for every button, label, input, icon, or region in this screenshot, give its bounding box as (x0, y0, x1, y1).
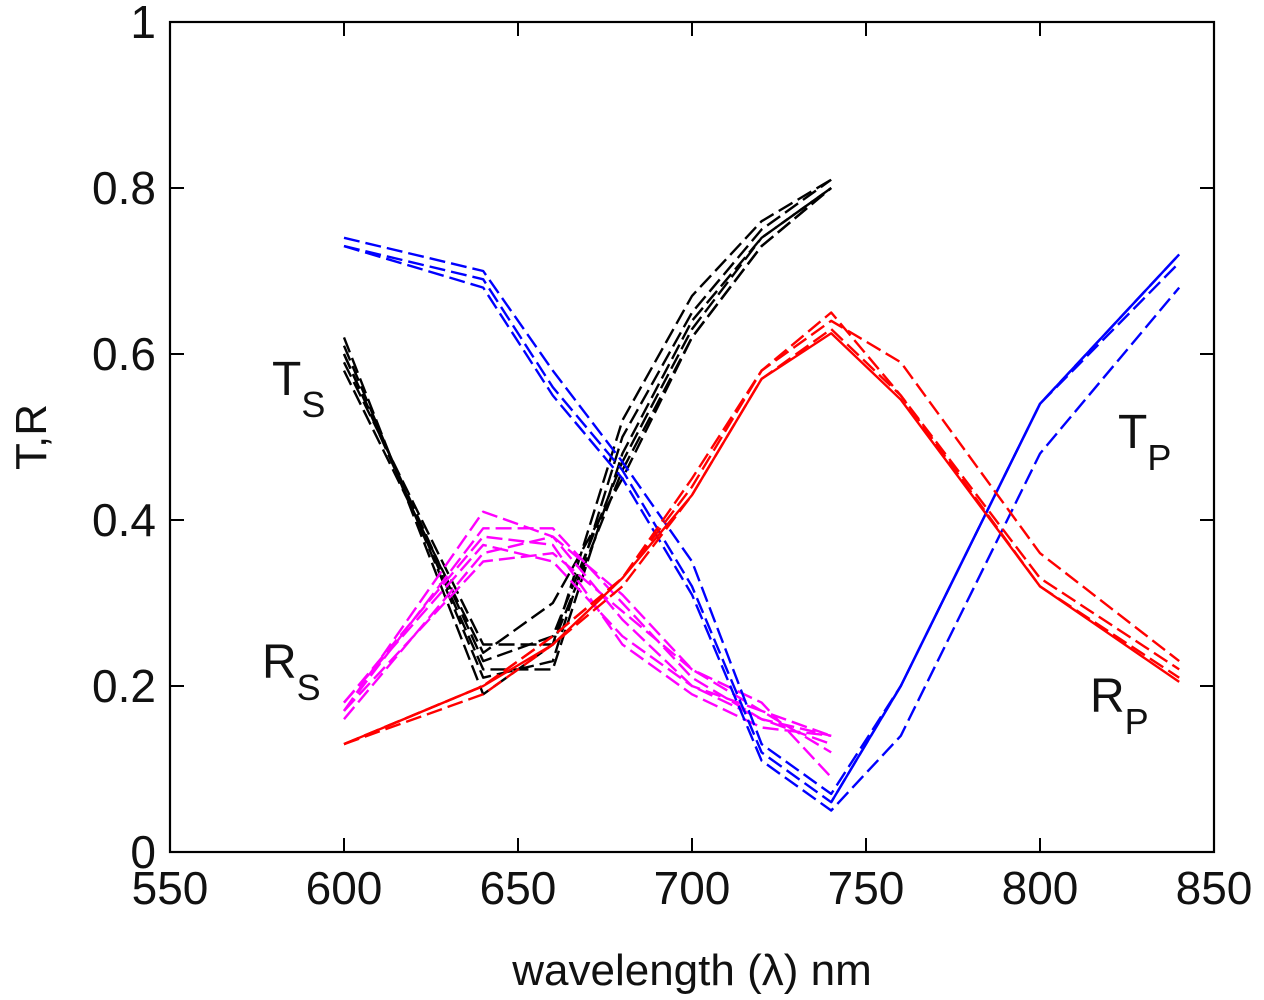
series-line-ts-2 (342, 178, 832, 679)
y-tick-label: 0.2 (92, 660, 156, 712)
series-line-rs-2 (343, 527, 832, 746)
series-line-tp-2 (343, 244, 1181, 804)
series-line-tp-3 (343, 244, 1181, 812)
series-line-ts-4 (342, 187, 832, 663)
y-tick-label: 0.4 (92, 494, 156, 546)
annotation-rs: RS (262, 636, 321, 708)
x-tick-label: 750 (828, 862, 905, 914)
y-tick-label: 0.8 (92, 162, 156, 214)
series-line-rp-3 (343, 327, 1180, 746)
annotation-rs-main: R (262, 636, 297, 689)
annotation-ts-sub: S (301, 384, 325, 425)
annotation-ts: TS (272, 353, 325, 425)
y-tick-label: 0 (130, 826, 156, 878)
series-line-ts-3 (342, 187, 832, 671)
annotation-rs-sub: S (297, 667, 321, 708)
series-line-rs-5 (343, 543, 832, 754)
annotation-tp-main: T (1118, 406, 1147, 459)
series-line-tp-4 (830, 253, 1181, 803)
plot-lines (342, 178, 1181, 812)
x-tick-label: 800 (1002, 862, 1079, 914)
y-tick-label: 1 (130, 0, 156, 48)
series-line-rp-2 (343, 311, 1180, 746)
annotation-tp-sub: P (1147, 437, 1171, 478)
series-line-rp-1 (343, 319, 1180, 746)
annotation-tp: TP (1118, 406, 1171, 478)
x-axis-label: wavelength (λ) nm (511, 946, 871, 995)
series-line-rs-4 (343, 535, 832, 737)
series-line-rs-6 (343, 552, 833, 779)
annotation-ts-main: T (272, 353, 301, 406)
annotation-rp: RP (1090, 670, 1149, 742)
x-tick-label: 550 (132, 862, 209, 914)
x-tick-label: 650 (480, 862, 557, 914)
y-axis-label: T,R (7, 404, 56, 470)
x-tick-label: 700 (654, 862, 731, 914)
axis-ticks: 550 600 650 700 750 800 850 0 0.2 0.4 0.6 0.8 1 (92, 0, 1252, 914)
y-tick-label: 0.6 (92, 328, 156, 380)
annotation-rp-sub: P (1125, 701, 1149, 742)
plot-frame (168, 20, 1216, 854)
x-tick-label: 600 (306, 862, 383, 914)
series-line-rp-4 (343, 332, 1180, 746)
annotation-rp-main: R (1090, 670, 1125, 723)
series-line-rs-3 (343, 535, 832, 737)
x-tick-label: 850 (1176, 862, 1253, 914)
